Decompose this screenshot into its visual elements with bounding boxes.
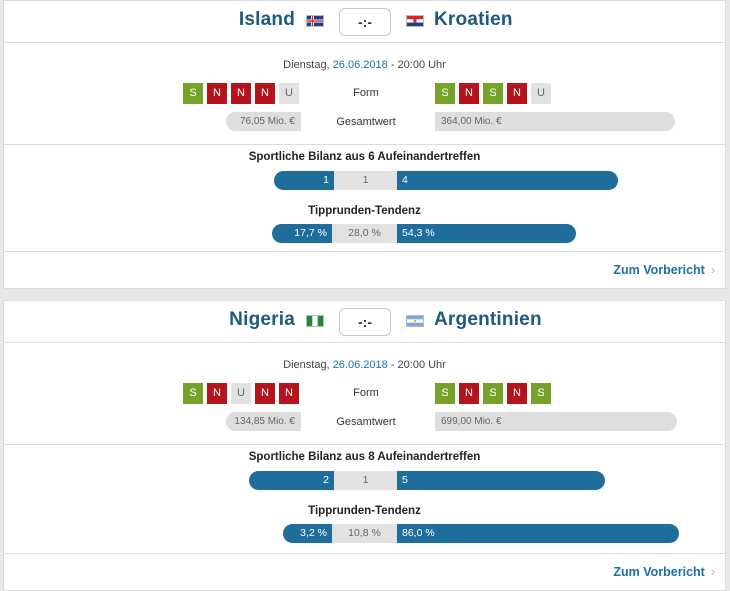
divider [4, 144, 725, 145]
h2h-title: Sportliche Bilanz aus 6 Aufeinandertreff… [248, 151, 481, 163]
tip-bar: 17,7 % 28,0 % 54,3 % [272, 224, 576, 243]
form-badge: S [483, 383, 503, 404]
away-team-name[interactable]: Argentinien [434, 309, 542, 330]
home-market-value: 76,05 Mio. € [226, 112, 301, 131]
tip-home: 17,7 % [272, 224, 332, 243]
tip-title: Tipprunden-Tendenz [308, 205, 421, 217]
score-box: -:- [339, 308, 391, 336]
tip-away: 54,3 % [397, 224, 576, 243]
tip-bar: 3,2 % 10,8 % 86,0 % [283, 524, 679, 543]
home-team-name[interactable]: Island [238, 9, 295, 30]
tip-title: Tipprunden-Tendenz [308, 505, 421, 517]
form-badge: N [207, 83, 227, 104]
form-badge: N [459, 383, 479, 404]
h2h-bar: 1 1 4 [274, 171, 618, 190]
market-value-label: Gesamtwert [336, 116, 396, 128]
iceland-flag-icon [306, 15, 324, 27]
form-badge: S [183, 83, 203, 104]
form-badge: N [255, 383, 275, 404]
away-team-name[interactable]: Kroatien [434, 9, 513, 30]
match-card: Island -:- Kroatien Dienstag, 26.06.2018… [3, 0, 726, 289]
h2h-away-wins: 5 [397, 471, 605, 490]
match-header: Island -:- Kroatien [4, 1, 725, 43]
h2h-draws: 1 [334, 471, 397, 490]
form-badge: N [459, 83, 479, 104]
nigeria-flag-icon [306, 315, 324, 327]
croatia-flag-icon [406, 15, 424, 27]
tip-home: 3,2 % [283, 524, 332, 543]
away-market-value: 364,00 Mio. € [435, 112, 675, 131]
h2h-title: Sportliche Bilanz aus 8 Aufeinandertreff… [248, 451, 481, 463]
tip-draw: 10,8 % [332, 524, 397, 543]
form-badge: N [255, 83, 275, 104]
match-date: Dienstag, 26.06.2018 - 20:00 Uhr [283, 359, 446, 371]
form-label: Form [353, 387, 379, 399]
form-badge: S [183, 383, 203, 404]
form-badge: N [231, 83, 251, 104]
h2h-bar: 2 1 5 [249, 471, 605, 490]
divider [4, 251, 725, 252]
match-card: Nigeria -:- Argentinien Dienstag, 26.06.… [3, 300, 726, 591]
score-box: -:- [339, 8, 391, 36]
form-badge: U [231, 383, 251, 404]
form-badge: N [507, 383, 527, 404]
home-team-name[interactable]: Nigeria [229, 309, 295, 330]
form-badge: S [435, 83, 455, 104]
form-badge: U [531, 83, 551, 104]
form-badge: U [279, 83, 299, 104]
date-link[interactable]: 26.06.2018 [332, 359, 388, 371]
date-link[interactable]: 26.06.2018 [332, 59, 388, 71]
h2h-draws: 1 [334, 171, 397, 190]
chevron-right-icon: › [710, 263, 715, 277]
match-date: Dienstag, 26.06.2018 - 20:00 Uhr [283, 59, 446, 71]
form-badge: N [507, 83, 527, 104]
away-market-value: 699,00 Mio. € [435, 412, 677, 431]
form-badge: S [435, 383, 455, 404]
h2h-away-wins: 4 [397, 171, 618, 190]
chevron-right-icon: › [710, 565, 715, 579]
divider [4, 553, 725, 554]
divider [4, 444, 725, 445]
form-label: Form [353, 87, 379, 99]
match-header: Nigeria -:- Argentinien [4, 301, 725, 343]
tip-away: 86,0 % [397, 524, 679, 543]
tip-draw: 28,0 % [332, 224, 397, 243]
market-value-label: Gesamtwert [336, 416, 396, 428]
h2h-home-wins: 1 [274, 171, 334, 190]
form-badge: N [279, 383, 299, 404]
preview-link[interactable]: Zum Vorbericht › [613, 263, 715, 277]
h2h-home-wins: 2 [249, 471, 334, 490]
form-badge: S [483, 83, 503, 104]
argentina-flag-icon [406, 315, 424, 327]
form-badge: N [207, 383, 227, 404]
form-badge: S [531, 383, 551, 404]
home-market-value: 134,85 Mio. € [226, 412, 301, 431]
preview-link[interactable]: Zum Vorbericht › [613, 565, 715, 579]
